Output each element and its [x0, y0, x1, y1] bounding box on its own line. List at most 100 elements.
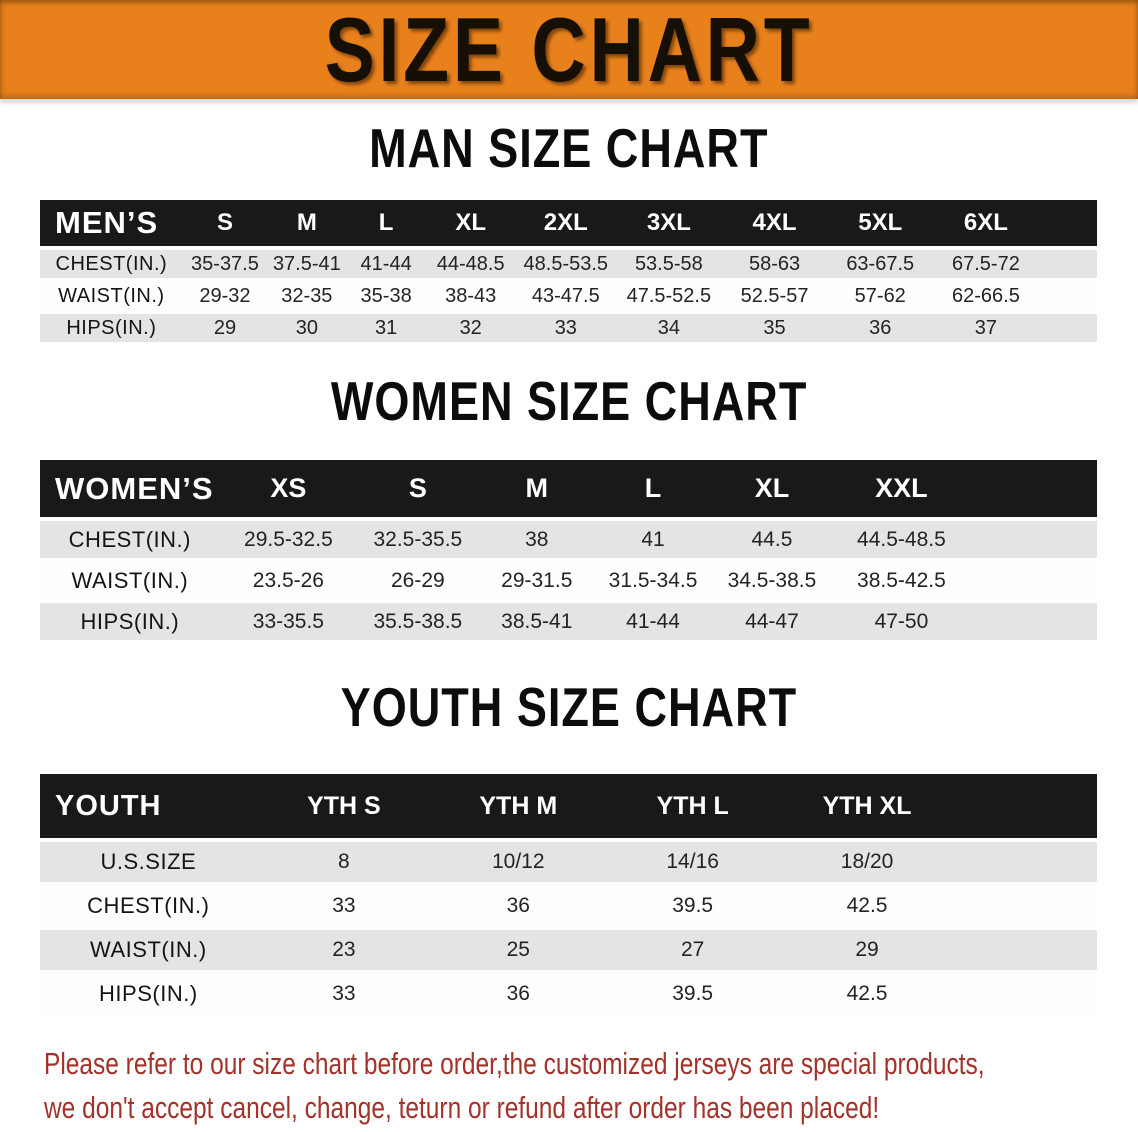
size-column-header: YTH XL — [779, 774, 955, 838]
size-value-cell: 41-44 — [346, 250, 426, 278]
spacer-cell — [954, 886, 1097, 926]
size-value-cell: 34.5-38.5 — [711, 562, 833, 599]
spacer-cell — [1038, 200, 1097, 246]
size-value-cell: 43-47.5 — [515, 282, 617, 310]
size-value-cell: 52.5-57 — [721, 282, 828, 310]
size-value-cell: 33 — [515, 314, 617, 342]
banner: SIZE CHART — [0, 0, 1138, 100]
size-value-cell: 32 — [425, 314, 516, 342]
row-label: HIPS(IN.) — [40, 603, 220, 640]
size-value-cell: 38-43 — [425, 282, 516, 310]
size-column-header: 5XL — [827, 200, 934, 246]
size-value-cell: 41 — [594, 521, 712, 558]
size-value-cell: 42.5 — [779, 886, 955, 926]
women-size-table: WOMEN’S XS S M L XL XXL CHEST(IN.) 29.5-… — [40, 456, 1097, 644]
size-value-cell: 53.5-58 — [616, 250, 722, 278]
men-section-heading: MAN SIZE CHART — [369, 116, 769, 179]
spacer-cell — [954, 930, 1097, 970]
size-value-cell: 41-44 — [594, 603, 712, 640]
size-value-cell: 33 — [256, 886, 432, 926]
size-column-header: S — [182, 200, 268, 246]
table-header-row: YOUTH YTH S YTH M YTH L YTH XL — [40, 774, 1097, 838]
spacer-cell — [970, 562, 1097, 599]
size-value-cell: 37 — [933, 314, 1039, 342]
size-value-cell: 38 — [478, 521, 595, 558]
table-row: WAIST(IN.) 29-32 32-35 35-38 38-43 43-47… — [40, 282, 1097, 310]
spacer-cell — [970, 521, 1097, 558]
size-column-header: YTH M — [431, 774, 606, 838]
table-row: CHEST(IN.) 33 36 39.5 42.5 — [40, 886, 1097, 926]
note-line-1: Please refer to our size chart before or… — [44, 1046, 985, 1081]
size-column-header: XS — [219, 460, 358, 517]
page-title: SIZE CHART — [324, 0, 814, 100]
size-value-cell: 44.5-48.5 — [832, 521, 971, 558]
women-group-label: WOMEN’S — [40, 460, 220, 517]
men-group-label: MEN’S — [40, 200, 183, 246]
row-label: WAIST(IN.) — [40, 282, 183, 310]
size-column-header: M — [267, 200, 347, 246]
table-row: WAIST(IN.) 23 25 27 29 — [40, 930, 1097, 970]
table-header-row: WOMEN’S XS S M L XL XXL — [40, 460, 1097, 517]
size-value-cell: 35-38 — [346, 282, 426, 310]
size-value-cell: 35 — [721, 314, 828, 342]
spacer-cell — [1038, 282, 1097, 310]
size-value-cell: 23 — [256, 930, 432, 970]
table-header-row: MEN’S S M L XL 2XL 3XL 4XL 5XL 6XL — [40, 200, 1097, 246]
size-column-header: 3XL — [616, 200, 722, 246]
row-label: WAIST(IN.) — [40, 930, 257, 970]
table-row: U.S.SIZE 8 10/12 14/16 18/20 — [40, 842, 1097, 882]
size-column-header: 2XL — [515, 200, 617, 246]
spacer-cell — [1038, 250, 1097, 278]
size-value-cell: 29-32 — [182, 282, 268, 310]
size-value-cell: 47.5-52.5 — [616, 282, 722, 310]
row-label: CHEST(IN.) — [40, 250, 183, 278]
size-value-cell: 23.5-26 — [219, 562, 358, 599]
table-row: CHEST(IN.) 29.5-32.5 32.5-35.5 38 41 44.… — [40, 521, 1097, 558]
size-value-cell: 39.5 — [605, 974, 780, 1014]
row-label: U.S.SIZE — [40, 842, 257, 882]
size-column-header: XXL — [832, 460, 971, 517]
youth-section: YOUTH SIZE CHART — [0, 644, 1138, 770]
size-value-cell: 10/12 — [431, 842, 606, 882]
size-value-cell: 14/16 — [605, 842, 780, 882]
size-value-cell: 44-47 — [711, 603, 833, 640]
size-column-header: YTH S — [256, 774, 432, 838]
size-value-cell: 47-50 — [832, 603, 971, 640]
men-section: MAN SIZE CHART — [0, 99, 1138, 196]
size-value-cell: 38.5-41 — [478, 603, 595, 640]
size-value-cell: 57-62 — [827, 282, 934, 310]
size-value-cell: 31 — [346, 314, 426, 342]
size-value-cell: 34 — [616, 314, 722, 342]
size-value-cell: 36 — [431, 974, 606, 1014]
size-value-cell: 38.5-42.5 — [832, 562, 971, 599]
youth-group-label: YOUTH — [40, 774, 257, 838]
size-value-cell: 31.5-34.5 — [594, 562, 712, 599]
table-row: HIPS(IN.) 33-35.5 35.5-38.5 38.5-41 41-4… — [40, 603, 1097, 640]
youth-size-table: YOUTH YTH S YTH M YTH L YTH XL U.S.SIZE … — [40, 770, 1097, 1018]
size-value-cell: 36 — [827, 314, 934, 342]
size-value-cell: 44-48.5 — [425, 250, 516, 278]
youth-section-heading: YOUTH SIZE CHART — [340, 676, 798, 738]
row-label: CHEST(IN.) — [40, 521, 220, 558]
size-column-header: S — [357, 460, 479, 517]
size-value-cell: 39.5 — [605, 886, 780, 926]
spacer-cell — [970, 460, 1097, 517]
size-value-cell: 67.5-72 — [933, 250, 1039, 278]
size-value-cell: 26-29 — [357, 562, 479, 599]
spacer-cell — [970, 603, 1097, 640]
size-value-cell: 62-66.5 — [933, 282, 1039, 310]
row-label: HIPS(IN.) — [40, 974, 257, 1014]
size-column-header: 4XL — [721, 200, 828, 246]
spacer-cell — [1038, 314, 1097, 342]
table-row: CHEST(IN.) 35-37.5 37.5-41 41-44 44-48.5… — [40, 250, 1097, 278]
spacer-cell — [954, 842, 1097, 882]
size-value-cell: 32-35 — [267, 282, 347, 310]
size-column-header: XL — [425, 200, 516, 246]
size-value-cell: 58-63 — [721, 250, 828, 278]
size-value-cell: 29-31.5 — [478, 562, 595, 599]
size-value-cell: 27 — [605, 930, 780, 970]
size-value-cell: 25 — [431, 930, 606, 970]
size-column-header: L — [346, 200, 426, 246]
size-value-cell: 30 — [267, 314, 347, 342]
